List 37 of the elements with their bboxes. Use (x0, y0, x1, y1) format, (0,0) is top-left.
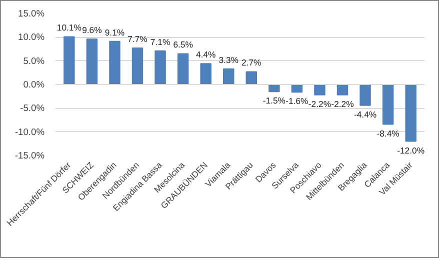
bar (314, 84, 326, 96)
data-label: -2.2% (308, 98, 332, 109)
bar (405, 84, 416, 142)
y-tick-label: 5.0% (23, 56, 45, 66)
bar (200, 63, 212, 85)
data-label: -12.0% (397, 145, 425, 156)
data-label: 9.1% (104, 27, 125, 38)
data-label: -1.6% (286, 96, 309, 106)
y-tick-label: 0.0% (23, 80, 45, 90)
y-tick-label: -5.0% (20, 103, 45, 114)
y-tick-label: -10.0% (14, 126, 45, 137)
bar (64, 36, 75, 85)
data-label: -4.4% (354, 109, 377, 120)
data-label: 7.1% (150, 36, 170, 47)
bar (109, 40, 120, 85)
data-label: 6.5% (173, 40, 194, 50)
data-label: 4.4% (196, 50, 216, 60)
bar (132, 48, 144, 85)
data-label: -1.5% (262, 96, 286, 106)
bar (246, 71, 258, 85)
bar (360, 84, 371, 106)
y-tick-label: -15.0% (14, 150, 45, 160)
data-label: 7.7% (128, 34, 148, 44)
data-label: 10.1% (56, 22, 82, 33)
bar (382, 84, 394, 125)
bar (177, 53, 189, 85)
bar (222, 68, 234, 85)
data-label: -8.4% (376, 128, 400, 138)
data-label: 9.6% (82, 25, 102, 36)
bar (86, 38, 98, 85)
y-tick-label: 10.0% (18, 32, 45, 42)
data-label: 2.7% (242, 58, 262, 68)
bar (154, 50, 166, 85)
y-tick-label: 15.0% (18, 8, 45, 18)
data-label: -2.2% (331, 98, 354, 109)
data-label: 3.3% (218, 54, 239, 65)
bar (336, 84, 348, 96)
